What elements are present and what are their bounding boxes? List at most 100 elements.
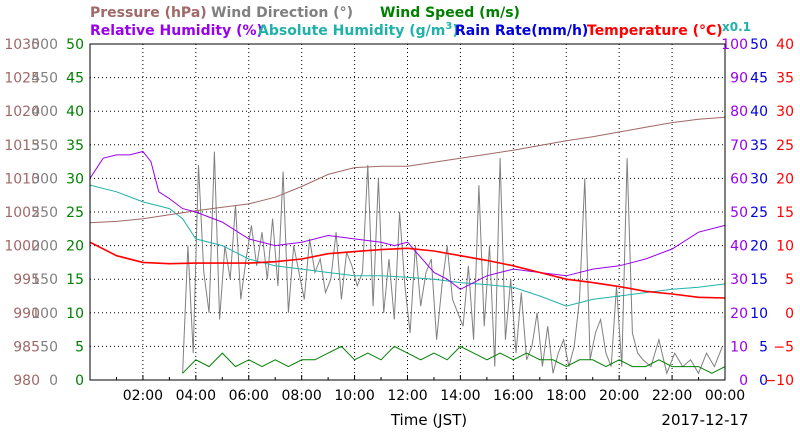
- x-tick-label: 02:00: [123, 388, 163, 404]
- x-tick-label: 06:00: [229, 388, 269, 404]
- tick-label-temperature: 15: [776, 205, 794, 221]
- tick-label-wind-direction: 250: [31, 205, 58, 221]
- tick-label-relative-humidity: 40: [730, 239, 748, 255]
- tick-label-wind-direction: 50: [40, 339, 58, 355]
- tick-label-relative-humidity: 30: [730, 272, 748, 288]
- tick-label-relative-humidity: 100: [721, 37, 748, 53]
- tick-label-relative-humidity: 10: [730, 339, 748, 355]
- x-tick-label: 08:00: [281, 388, 321, 404]
- tick-label-rain-rate: 40: [750, 104, 768, 120]
- tick-label-pressure: 980: [13, 373, 40, 389]
- tick-label-temperature: 10: [776, 239, 794, 255]
- tick-label-wind-speed: 5: [75, 339, 84, 355]
- tick-label-pressure: 1030: [4, 37, 40, 53]
- tick-label-wind-direction: 200: [31, 239, 58, 255]
- tick-label-rain-rate: 50: [750, 37, 768, 53]
- tick-label-wind-direction: 450: [31, 71, 58, 87]
- legend-absolute-humidity: Absolute Humidity (g/m3): [258, 21, 459, 39]
- series-line-temperature-c: [89, 241, 726, 299]
- tick-label-temperature: 25: [776, 138, 794, 154]
- tick-label-wind-direction: 100: [31, 306, 58, 322]
- tick-label-wind-speed: 15: [66, 272, 84, 288]
- tick-label-wind-direction: 300: [31, 171, 58, 187]
- tick-label-relative-humidity: 80: [730, 104, 748, 120]
- legend-wind-direction: Wind Direction (°): [211, 5, 353, 21]
- tick-label-wind-direction: 350: [31, 138, 58, 154]
- right-axes: 1009080706050403020100504540353025201510…: [721, 37, 794, 389]
- tick-label-wind-speed: 35: [66, 138, 84, 154]
- series-line-relative-humidity: [89, 150, 726, 290]
- tick-label-pressure: 1025: [4, 71, 40, 87]
- tick-label-rain-rate: 10: [750, 306, 768, 322]
- tick-label-relative-humidity: 20: [730, 306, 748, 322]
- tick-label-relative-humidity: 70: [730, 138, 748, 154]
- tick-label-relative-humidity: 60: [730, 171, 748, 187]
- legend-temperature: Temperature (°C): [587, 23, 723, 39]
- left-axes: 1030102510201015101010051000995990985980…: [4, 37, 84, 389]
- x-tick-label: 00:00: [705, 388, 745, 404]
- tick-label-rain-rate: 25: [750, 205, 768, 221]
- tick-label-pressure: 1015: [4, 138, 40, 154]
- legend-absolute-humidity-label: Absolute Humidity (g/m: [258, 23, 445, 39]
- tick-label-wind-direction: 150: [31, 272, 58, 288]
- x-tick-label: 16:00: [493, 388, 533, 404]
- tick-label-wind-speed: 20: [66, 239, 84, 255]
- tick-label-rain-rate: 20: [750, 239, 768, 255]
- legend-relative-humidity: Relative Humidity (%): [90, 23, 263, 39]
- tick-label-wind-speed: 10: [66, 306, 84, 322]
- legend-wind-speed: Wind Speed (m/s): [380, 5, 520, 21]
- legend-absolute-humidity-close: ): [452, 23, 458, 39]
- tick-label-wind-speed: 50: [66, 37, 84, 53]
- tick-label-pressure: 1020: [4, 104, 40, 120]
- tick-label-relative-humidity: 90: [730, 71, 748, 87]
- tick-label-temperature: −10: [764, 373, 794, 389]
- legend-rain-rate: Rain Rate(mm/h): [455, 23, 588, 39]
- tick-label-wind-direction: 400: [31, 104, 58, 120]
- x-axis: 02:00 04:00 06:00 08:00 10:00 12:00 14:00 16:00…: [115, 375, 745, 404]
- tick-label-pressure: 1000: [4, 239, 40, 255]
- tick-label-wind-speed: 25: [66, 205, 84, 221]
- tick-label-pressure: 1005: [4, 205, 40, 221]
- legend-absolute-humidity-sup: 3: [445, 21, 452, 32]
- tick-label-rain-rate: 0: [759, 373, 768, 389]
- x-tick-label: 04:00: [176, 388, 216, 404]
- tick-label-temperature: 0: [785, 306, 794, 322]
- tick-label-rain-rate: 15: [750, 272, 768, 288]
- tick-label-temperature: 35: [776, 71, 794, 87]
- tick-label-wind-direction: 0: [49, 373, 58, 389]
- tick-label-pressure: 990: [13, 306, 40, 322]
- tick-label-relative-humidity: 0: [739, 373, 748, 389]
- x-axis-label: Time (JST): [390, 411, 467, 429]
- x-tick-label: 12:00: [387, 388, 427, 404]
- tick-label-temperature: 30: [776, 104, 794, 120]
- legend-pressure: Pressure (hPa): [90, 5, 207, 21]
- tick-label-temperature: 40: [776, 37, 794, 53]
- tick-label-rain-rate: 5: [759, 339, 768, 355]
- tick-label-rain-rate: 30: [750, 171, 768, 187]
- tick-label-temperature: 5: [785, 272, 794, 288]
- tick-label-rain-rate: 35: [750, 138, 768, 154]
- x-tick-label: 18:00: [546, 388, 586, 404]
- x-tick-label: 10:00: [334, 388, 374, 404]
- abs-humidity-multiplier: x0.1: [722, 20, 751, 34]
- tick-label-pressure: 1010: [4, 171, 40, 187]
- tick-label-wind-speed: 30: [66, 171, 84, 187]
- tick-label-pressure: 995: [13, 272, 40, 288]
- date-label: 2017-12-17: [661, 411, 748, 429]
- series-line-wind-speed-m-s: [182, 345, 726, 374]
- tick-label-wind-speed: 45: [66, 71, 84, 87]
- tick-label-wind-speed: 40: [66, 104, 84, 120]
- x-tick-label: 22:00: [652, 388, 692, 404]
- series-line-absolute-humidity-g-m3: [89, 184, 726, 307]
- tick-label-wind-speed: 0: [75, 373, 84, 389]
- tick-label-pressure: 985: [13, 339, 40, 355]
- tick-label-wind-direction: 500: [31, 37, 58, 53]
- x-tick-label: 20:00: [599, 388, 639, 404]
- tick-label-temperature: 20: [776, 171, 794, 187]
- tick-label-rain-rate: 45: [750, 71, 768, 87]
- tick-label-temperature: −5: [773, 339, 794, 355]
- tick-label-relative-humidity: 50: [730, 205, 748, 221]
- x-tick-label: 14:00: [440, 388, 480, 404]
- series-line-pressure-hpa: [89, 116, 726, 224]
